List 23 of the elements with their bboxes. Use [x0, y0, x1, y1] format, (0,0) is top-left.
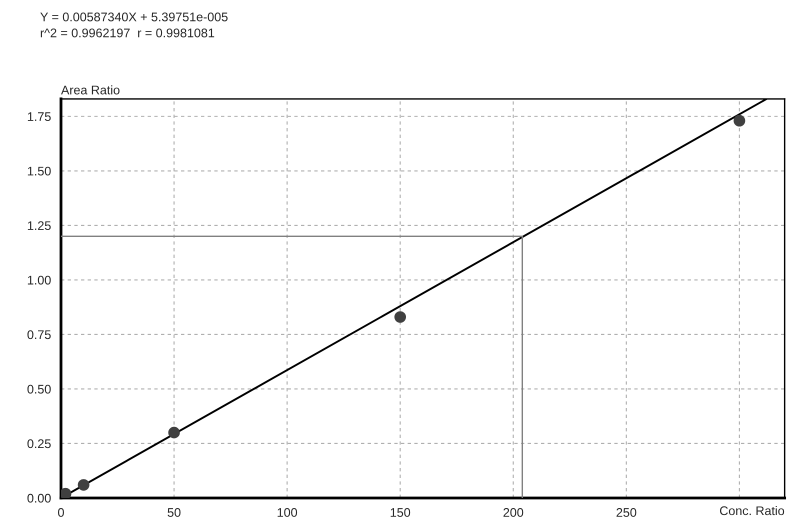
- x-tick-label: 50: [168, 508, 181, 517]
- y-tick-label: 0.00: [27, 494, 51, 503]
- y-tick-label: 1.75: [28, 112, 51, 122]
- x-axis-title: Conc. Ratio: [720, 506, 784, 516]
- point: [78, 479, 90, 491]
- y-tick-label: 0.75: [27, 330, 51, 340]
- point: [60, 488, 72, 498]
- x-tick-label: 100: [278, 508, 298, 517]
- x-tick-label: 150: [390, 508, 410, 517]
- y-tick-label: 1.50: [28, 166, 51, 176]
- y-tick-label: 1.25: [28, 221, 51, 230]
- chart-subtitle: r^2 = 0.9962197 r = 0.9981081: [40, 28, 214, 38]
- point: [394, 311, 406, 323]
- y-tick-label: 0.25: [27, 439, 51, 448]
- y-tick-label: 1.00: [28, 276, 51, 285]
- x-tick-label: 0: [58, 508, 64, 517]
- x-tick-label: 200: [503, 508, 524, 517]
- point: [734, 114, 746, 127]
- point: [168, 426, 180, 438]
- chart-title: Y = 0.00587340X + 5.39751e-005: [40, 12, 228, 22]
- y-tick-label: 0.50: [27, 384, 51, 394]
- x-tick-label: 250: [616, 508, 636, 517]
- y-axis-title: Area Ratio: [61, 85, 120, 94]
